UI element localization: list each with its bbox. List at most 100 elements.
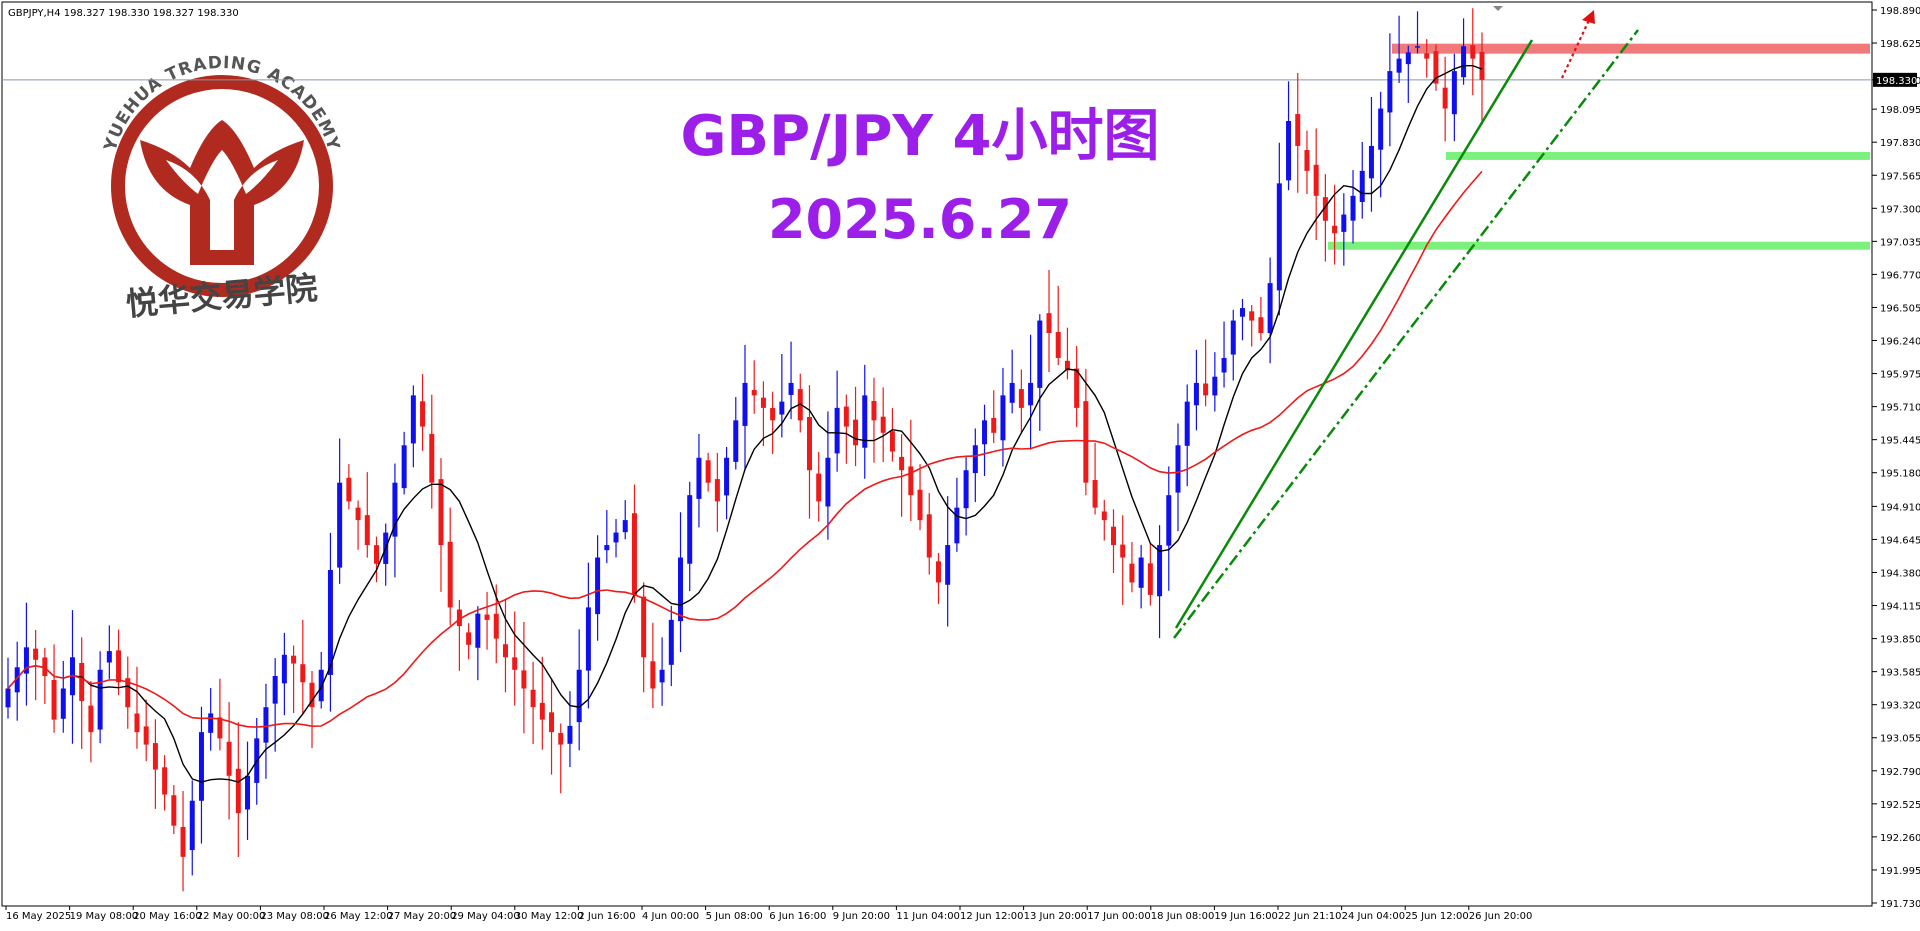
candle-down xyxy=(429,433,435,483)
candle-up xyxy=(613,532,619,543)
candle-down xyxy=(871,401,877,421)
candle-up xyxy=(724,457,730,496)
candle-down xyxy=(1064,360,1070,371)
candle-down xyxy=(447,541,453,608)
candle-up xyxy=(281,654,287,684)
price-tick-label: 198.625 xyxy=(1880,39,1920,50)
candle-down xyxy=(300,664,306,683)
candle-down xyxy=(143,726,149,745)
candle-down xyxy=(549,712,555,733)
candle-down xyxy=(125,678,131,708)
candle-up xyxy=(1184,401,1190,446)
candle-up xyxy=(687,495,693,564)
support-zone-lower xyxy=(1328,241,1870,250)
candle-down xyxy=(438,479,444,546)
candle-down xyxy=(1101,511,1107,521)
candle-down xyxy=(134,713,140,733)
time-tick-label: 22 May 00:00 xyxy=(197,911,266,922)
candle-down xyxy=(171,795,177,826)
current-price-label: 198.330 xyxy=(1876,76,1917,87)
candle-up xyxy=(963,470,969,509)
candle-down xyxy=(1120,544,1126,558)
price-tick-label: 195.180 xyxy=(1880,469,1920,480)
time-tick-label: 20 May 16:00 xyxy=(133,911,202,922)
candle-down xyxy=(889,431,895,452)
candle-up xyxy=(198,732,204,801)
candle-up xyxy=(1138,557,1144,588)
candle-up xyxy=(401,445,407,489)
candle-up xyxy=(245,775,251,810)
candle-down xyxy=(51,679,57,720)
price-tick-label: 196.505 xyxy=(1880,303,1920,314)
current-price-tag xyxy=(1873,72,1917,87)
candle-up xyxy=(659,669,665,683)
candle-up xyxy=(1239,308,1245,317)
candle-down xyxy=(935,561,941,583)
candle-down xyxy=(484,614,490,620)
price-tick-label: 192.790 xyxy=(1880,767,1920,778)
price-tick-label: 191.995 xyxy=(1880,866,1920,877)
candle-up xyxy=(1175,445,1181,493)
price-tick-label: 194.380 xyxy=(1880,568,1920,579)
candle-up xyxy=(668,619,674,665)
candle-up xyxy=(263,707,269,743)
candle-down xyxy=(493,613,499,639)
time-tick-label: 29 May 04:00 xyxy=(451,911,520,922)
candle-up xyxy=(1368,145,1374,179)
candle-up xyxy=(5,688,11,708)
candle-down xyxy=(79,662,85,701)
candle-down xyxy=(705,460,711,483)
candle-up xyxy=(410,395,416,444)
fast-moving-average-line xyxy=(7,65,1483,783)
candle-up xyxy=(779,401,785,415)
time-tick-label: 4 Jun 00:00 xyxy=(642,911,699,922)
candle-down xyxy=(309,682,315,708)
collapse-triangle-icon[interactable] xyxy=(1493,6,1503,11)
time-tick-label: 18 Jun 08:00 xyxy=(1151,911,1215,922)
price-tick-label: 195.975 xyxy=(1880,370,1920,381)
candle-down xyxy=(33,648,39,660)
chart-overlay-date: 2025.6.27 xyxy=(768,188,1072,251)
candle-up xyxy=(1267,283,1273,334)
candle-down xyxy=(770,407,776,421)
candle-up xyxy=(1387,71,1393,113)
price-tick-label: 197.830 xyxy=(1880,138,1920,149)
candle-down xyxy=(1433,51,1439,84)
candle-down xyxy=(853,419,859,446)
candle-up xyxy=(1286,121,1292,181)
candle-down xyxy=(355,507,361,521)
candle-up xyxy=(825,457,831,507)
candle-down xyxy=(530,689,536,708)
candle-down xyxy=(521,670,527,689)
candle-down xyxy=(926,514,932,558)
candle-down xyxy=(1332,225,1338,234)
candle-up xyxy=(337,482,343,568)
time-tick-label: 12 Jun 12:00 xyxy=(960,911,1024,922)
candle-down xyxy=(991,417,997,433)
candle-up xyxy=(1350,195,1356,221)
candle-down xyxy=(641,596,647,658)
candle-down xyxy=(420,401,426,427)
price-tick-label: 196.240 xyxy=(1880,337,1920,348)
time-tick-label: 30 May 12:00 xyxy=(515,911,584,922)
price-tick-label: 197.035 xyxy=(1880,237,1920,248)
candle-up xyxy=(1028,382,1034,406)
time-tick-label: 13 Jun 20:00 xyxy=(1024,911,1088,922)
candle-down xyxy=(1258,317,1264,334)
time-tick-label: 19 May 08:00 xyxy=(70,911,139,922)
candle-up xyxy=(1378,108,1384,150)
candle-down xyxy=(152,743,158,770)
candle-down xyxy=(291,655,297,664)
price-tick-label: 194.645 xyxy=(1880,535,1920,546)
candle-up xyxy=(982,420,988,445)
candle-up xyxy=(1461,46,1467,78)
candle-up xyxy=(1341,214,1347,232)
time-tick-label: 6 Jun 16:00 xyxy=(769,911,826,922)
candle-down xyxy=(760,397,766,408)
candle-up xyxy=(862,395,868,448)
candle-up xyxy=(23,647,29,674)
candle-down xyxy=(217,717,223,739)
price-tick-label: 198.095 xyxy=(1880,105,1920,116)
